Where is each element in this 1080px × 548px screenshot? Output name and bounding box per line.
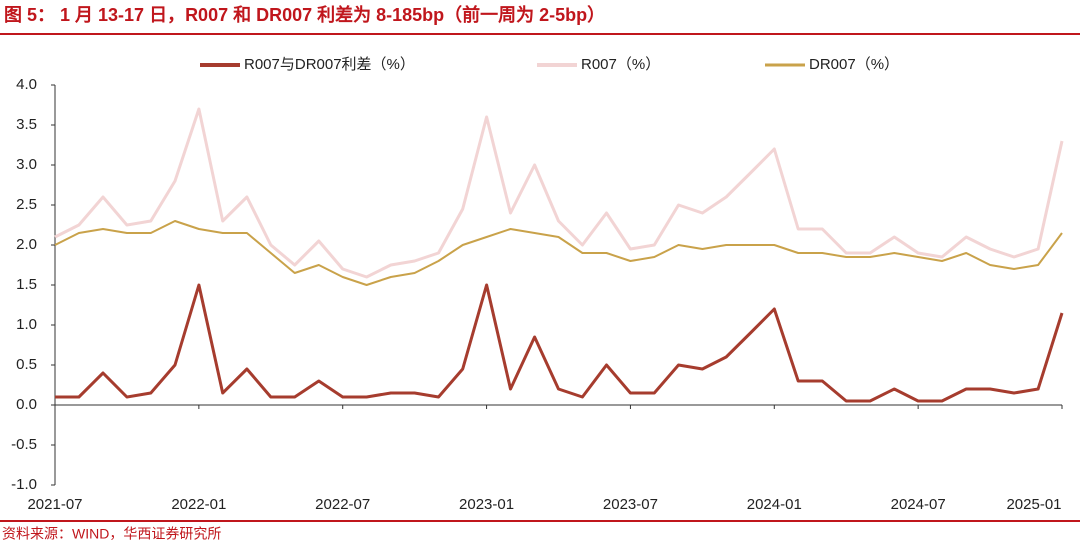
series-line bbox=[55, 283, 1064, 403]
y-tick-label: -0.5 bbox=[11, 436, 37, 453]
y-tick-label: 2.0 bbox=[16, 236, 37, 253]
legend-label: R007（%） bbox=[581, 56, 660, 73]
y-tick-label: 1.5 bbox=[16, 276, 37, 293]
series-line bbox=[54, 220, 1063, 286]
x-tick-label: 2022-07 bbox=[315, 496, 370, 513]
x-tick-label: 2022-01 bbox=[171, 496, 226, 513]
source-note: 资料来源：WIND，华西证券研究所 bbox=[2, 526, 221, 542]
y-tick-label: 1.0 bbox=[16, 316, 37, 333]
x-tick-label: 2025-01 bbox=[1006, 496, 1061, 513]
x-tick-label: 2021-07 bbox=[27, 496, 82, 513]
chart-title: 图 5： 1 月 13-17 日，R007 和 DR007 利差为 8-185b… bbox=[4, 4, 605, 25]
y-tick-label: -1.0 bbox=[11, 476, 37, 493]
x-tick-label: 2024-07 bbox=[891, 496, 946, 513]
x-tick-label: 2023-01 bbox=[459, 496, 514, 513]
y-tick-label: 4.0 bbox=[16, 76, 37, 93]
y-tick-label: 0.5 bbox=[16, 356, 37, 373]
legend-label: R007与DR007利差（%） bbox=[244, 56, 415, 73]
y-tick-label: 0.0 bbox=[16, 396, 37, 413]
series-line bbox=[54, 107, 1064, 279]
x-tick-label: 2023-07 bbox=[603, 496, 658, 513]
y-tick-label: 2.5 bbox=[16, 196, 37, 213]
x-tick-label: 2024-01 bbox=[747, 496, 802, 513]
legend-label: DR007（%） bbox=[809, 56, 899, 73]
y-tick-label: 3.0 bbox=[16, 156, 37, 173]
y-tick-label: 3.5 bbox=[16, 116, 37, 133]
